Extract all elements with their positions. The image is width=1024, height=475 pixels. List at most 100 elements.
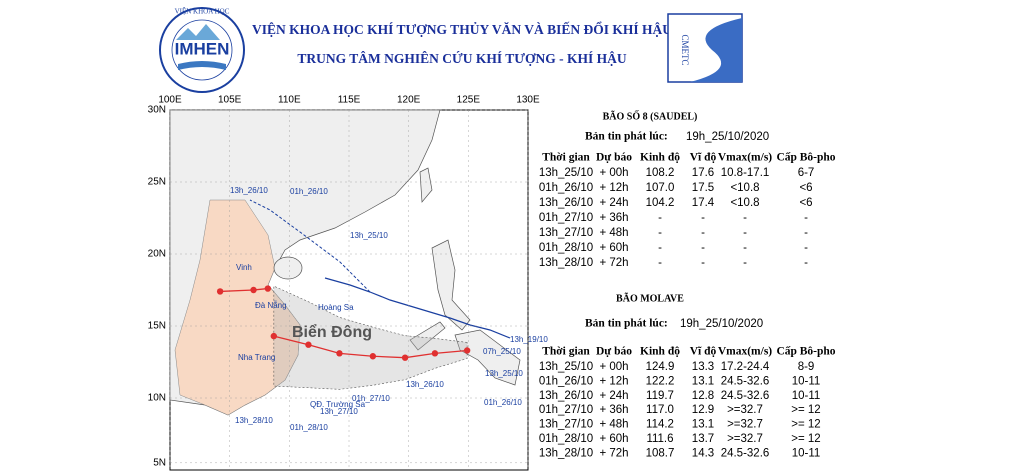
table-cell: + 72h [599, 447, 628, 459]
table-cell: - [658, 212, 662, 224]
column-header: Cấp Bô-pho [776, 151, 835, 164]
table-cell: >=32.7 [727, 404, 763, 416]
table-cell: 13h_25/10 [539, 167, 593, 179]
table-cell: 6-7 [798, 167, 815, 179]
org-title: VIỆN KHOA HỌC KHÍ TƯỢNG THỦY VĂN VÀ BIẾN… [252, 22, 672, 37]
table-cell: - [743, 227, 747, 239]
column-header: Vĩ độ [690, 152, 717, 164]
table-cell: - [804, 227, 808, 239]
lat-label: 15N [148, 321, 166, 332]
table-cell: 12.9 [692, 404, 714, 416]
lat-label: 20N [148, 249, 166, 260]
forecast-point [369, 353, 377, 360]
table-cell: 01h_27/10 [539, 212, 593, 224]
bulletins: BÃO SỐ 8 (SAUDEL) Bản tin phát lúc: 19h_25… [539, 109, 836, 459]
column-header: Dự báo [596, 152, 632, 164]
table-cell: 10-11 [792, 447, 821, 459]
table-cell: 01h_26/10 [539, 375, 593, 387]
table-cell: 10-11 [792, 390, 821, 402]
table-cell: <10.8 [730, 197, 759, 209]
table-cell: - [804, 212, 808, 224]
table-cell: 117.0 [646, 404, 674, 416]
table-cell: 13.1 [692, 375, 714, 387]
lat-label: 25N [148, 177, 166, 188]
table-cell: 8-9 [798, 361, 815, 373]
map-label: 13h_19/10 [510, 335, 548, 344]
table-cell: 01h_28/10 [539, 242, 593, 254]
table-cell: - [701, 242, 705, 254]
cmetc-text: CMETC [680, 34, 690, 65]
table-cell: - [701, 212, 705, 224]
lat-label: 10N [148, 393, 166, 404]
map-label: Đà Nẵng [255, 301, 287, 310]
lat-label: 30N [148, 105, 166, 116]
table-cell: 10-11 [792, 375, 821, 387]
table-cell: - [743, 242, 747, 254]
table-cell: + 12h [599, 375, 628, 387]
map-label: 01h_26/10 [484, 398, 522, 407]
table-cell: 108.2 [646, 167, 675, 179]
map-label: 13h_26/10 [406, 380, 444, 389]
lon-label: 125E [457, 95, 481, 106]
table-cell: 13h_26/10 [539, 390, 593, 402]
map-label: 13h_25/10 [485, 369, 523, 378]
table-cell: + 36h [599, 404, 628, 416]
table-cell: >=32.7 [727, 419, 763, 431]
table-cell: 108.7 [646, 447, 675, 459]
map-label: QĐ. Trường Sa [310, 400, 366, 409]
lon-label: 110E [278, 95, 301, 106]
map-label: 01h_26/10 [290, 187, 328, 196]
lon-label: 120E [397, 95, 421, 106]
table-cell: <6 [799, 182, 812, 194]
forecast-point [401, 354, 409, 361]
table-cell: 12.8 [692, 390, 714, 402]
table-cell: 13h_28/10 [539, 447, 593, 459]
table-cell: + 00h [599, 167, 628, 179]
logo-text: IMHEN [175, 39, 230, 58]
storm-title: BÃO MOLAVE [616, 292, 684, 304]
table-cell: >= 12 [791, 404, 820, 416]
table-cell: 24.5-32.6 [721, 390, 770, 402]
map-label: Nha Trang [238, 353, 275, 362]
column-header: Kinh độ [640, 346, 680, 358]
table-cell: 01h_28/10 [539, 433, 593, 445]
lon-label: 115E [338, 95, 361, 106]
table-cell: 13.7 [692, 433, 714, 445]
lon-label: 105E [218, 95, 242, 106]
table-cell: - [743, 212, 747, 224]
imhen-logo: VIỆN KHOA HỌC IMHEN [159, 7, 245, 93]
table-cell: 17.5 [692, 182, 714, 194]
table-cell: - [658, 227, 662, 239]
forecast-point [250, 286, 257, 294]
map-label: Hoàng Sa [318, 303, 354, 312]
map-label: 01h_28/10 [290, 423, 328, 432]
table-cell: 01h_27/10 [539, 404, 593, 416]
table-cell: 111.6 [646, 433, 673, 445]
map-label: 13h_28/10 [235, 416, 273, 425]
column-header: Thời gian [542, 346, 590, 358]
table-cell: + 48h [599, 227, 628, 239]
table-cell: 24.5-32.6 [721, 375, 770, 387]
table-cell: - [804, 257, 808, 269]
table-cell: - [743, 257, 747, 269]
table-cell: 01h_26/10 [539, 182, 593, 194]
lon-label: 130E [516, 95, 540, 106]
map: 100E 105E 110E 115E 120E 125E 130E 30N 25N 20N 15N… [148, 95, 548, 471]
table-cell: + 12h [599, 182, 628, 194]
column-header: Dự báo [596, 346, 632, 358]
column-header: Vmax(m/s) [718, 152, 772, 164]
table-cell: 17.4 [692, 197, 715, 209]
forecast-point [305, 341, 312, 348]
logo-arc: VIỆN KHOA HỌC [175, 8, 230, 16]
table-cell: - [701, 227, 705, 239]
table-cell: + 24h [599, 197, 628, 209]
map-label: 13h_27/10 [320, 407, 358, 416]
column-header: Vmax(m/s) [718, 346, 772, 358]
table-cell: 17.2-24.4 [721, 361, 770, 373]
column-header: Vĩ độ [690, 346, 717, 358]
table-cell: 13h_27/10 [539, 227, 593, 239]
table-cell: 13h_28/10 [539, 257, 593, 269]
storm-title: BÃO SỐ 8 (SAUDEL) [603, 109, 698, 122]
lat-label: 5N [153, 457, 166, 468]
